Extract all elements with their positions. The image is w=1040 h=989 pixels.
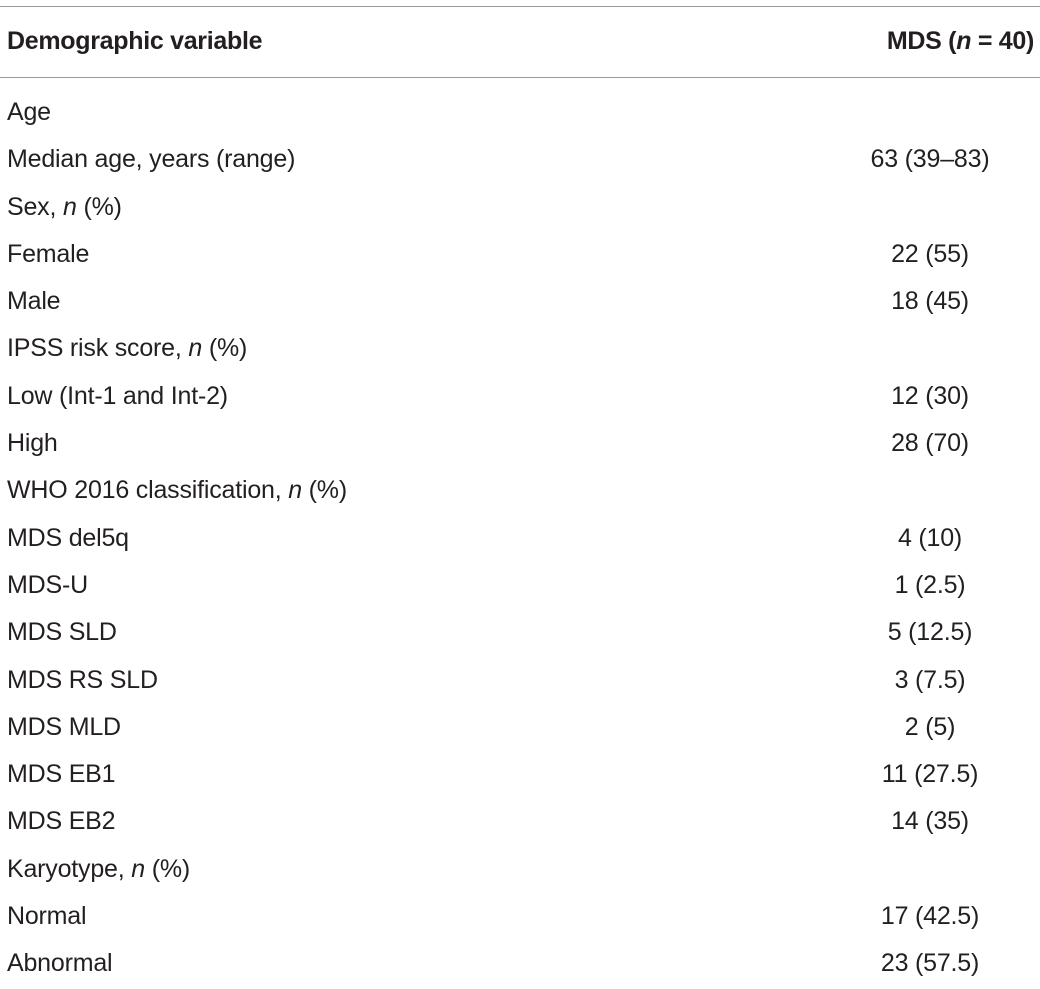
row-label: Abnormal: [7, 949, 113, 978]
header-mds-count: MDS (n = 40): [887, 27, 1034, 56]
row-label: Median age, years (range): [7, 145, 296, 174]
table-body: Age Median age, years (range) 63 (39–83) Se…: [0, 90, 1040, 989]
row-label: Male: [7, 287, 61, 316]
row-label: MDS-U: [7, 570, 88, 599]
row-label: IPSS risk score, n (%): [7, 334, 247, 363]
table-row: Abnormal 23 (57.5): [0, 941, 1040, 988]
row-value: 4 (10): [897, 523, 963, 552]
row-value: 28 (70): [891, 429, 969, 458]
table-row: MDS SLD 5 (12.5): [0, 610, 1040, 657]
row-label: High: [7, 429, 58, 458]
row-label: MDS del5q: [7, 523, 129, 552]
table-row: MDS MLD 2 (5): [0, 705, 1040, 752]
row-label-n-symbol: n: [188, 334, 203, 363]
table-row: MDS-U 1 (2.5): [0, 563, 1040, 610]
table-row: Normal 17 (42.5): [0, 894, 1040, 941]
table-row: Low (Int-1 and Int-2) 12 (30): [0, 374, 1040, 421]
row-label-prefix: Sex,: [7, 192, 63, 221]
row-label: MDS MLD: [7, 712, 121, 741]
table-row: MDS EB2 14 (35): [0, 799, 1040, 846]
table-header-rule: [0, 77, 1040, 78]
row-value: 14 (35): [891, 807, 969, 836]
header-mds-suffix: = 40): [971, 27, 1034, 55]
row-label-n-symbol: n: [131, 854, 145, 883]
row-label-prefix: IPSS risk score,: [7, 334, 189, 363]
row-label-n-symbol: n: [288, 476, 302, 505]
row-label: Low (Int-1 and Int-2): [7, 381, 228, 410]
row-value: 23 (57.5): [880, 949, 980, 978]
row-label-prefix: WHO 2016 classification,: [7, 476, 289, 505]
table-row: IPSS risk score, n (%): [0, 326, 1040, 373]
row-label-suffix: (%): [144, 854, 191, 883]
table-header: Demographic variable MDS (n = 40): [0, 6, 1040, 77]
row-value: 12 (30): [891, 381, 969, 410]
row-label: Karyotype, n (%): [7, 855, 190, 884]
table-row: Male 18 (45): [0, 279, 1040, 326]
row-value: 5 (12.5): [887, 618, 973, 647]
header-n-symbol: n: [956, 27, 972, 55]
row-value: 22 (55): [891, 239, 969, 268]
row-value: 2 (5): [904, 712, 956, 741]
row-value: 11 (27.5): [881, 760, 979, 789]
table-row: Age: [0, 90, 1040, 137]
row-value: 17 (42.5): [880, 902, 980, 931]
table-top-rule: [0, 6, 1040, 7]
table-row: Median age, years (range) 63 (39–83): [0, 137, 1040, 184]
row-label-suffix: (%): [76, 192, 122, 221]
row-label-prefix: Karyotype,: [7, 854, 132, 883]
row-value: 63 (39–83): [870, 145, 990, 174]
row-label: Age: [7, 98, 51, 126]
row-label: Female: [7, 239, 90, 268]
row-label: MDS EB1: [7, 760, 116, 789]
table-row: MDS EB1 11 (27.5): [0, 752, 1040, 799]
row-label: Normal: [7, 902, 87, 931]
row-value: 18 (45): [891, 287, 969, 316]
row-value: 1 (2.5): [894, 570, 966, 599]
table-row: WHO 2016 classification, n (%): [0, 468, 1040, 515]
table-row: High 28 (70): [0, 421, 1040, 468]
row-label: Sex, n (%): [7, 193, 122, 222]
row-label: MDS RS SLD: [7, 665, 158, 694]
table-row: MDS RS SLD 3 (7.5): [0, 658, 1040, 705]
header-mds-prefix: MDS (: [886, 27, 957, 55]
table-row: Sex, n (%): [0, 185, 1040, 232]
row-label-n-symbol: n: [62, 192, 77, 221]
header-demographic-variable: Demographic variable: [7, 27, 263, 55]
row-label: MDS SLD: [7, 618, 117, 647]
row-value: 3 (7.5): [894, 665, 966, 694]
table-row: MDS del5q 4 (10): [0, 516, 1040, 563]
row-label: MDS EB2: [7, 807, 116, 836]
row-label-suffix: (%): [301, 476, 347, 505]
table-row: Karyotype, n (%): [0, 847, 1040, 894]
row-label: WHO 2016 classification, n (%): [7, 476, 347, 505]
table-row: Female 22 (55): [0, 232, 1040, 279]
row-label-suffix: (%): [202, 334, 248, 363]
